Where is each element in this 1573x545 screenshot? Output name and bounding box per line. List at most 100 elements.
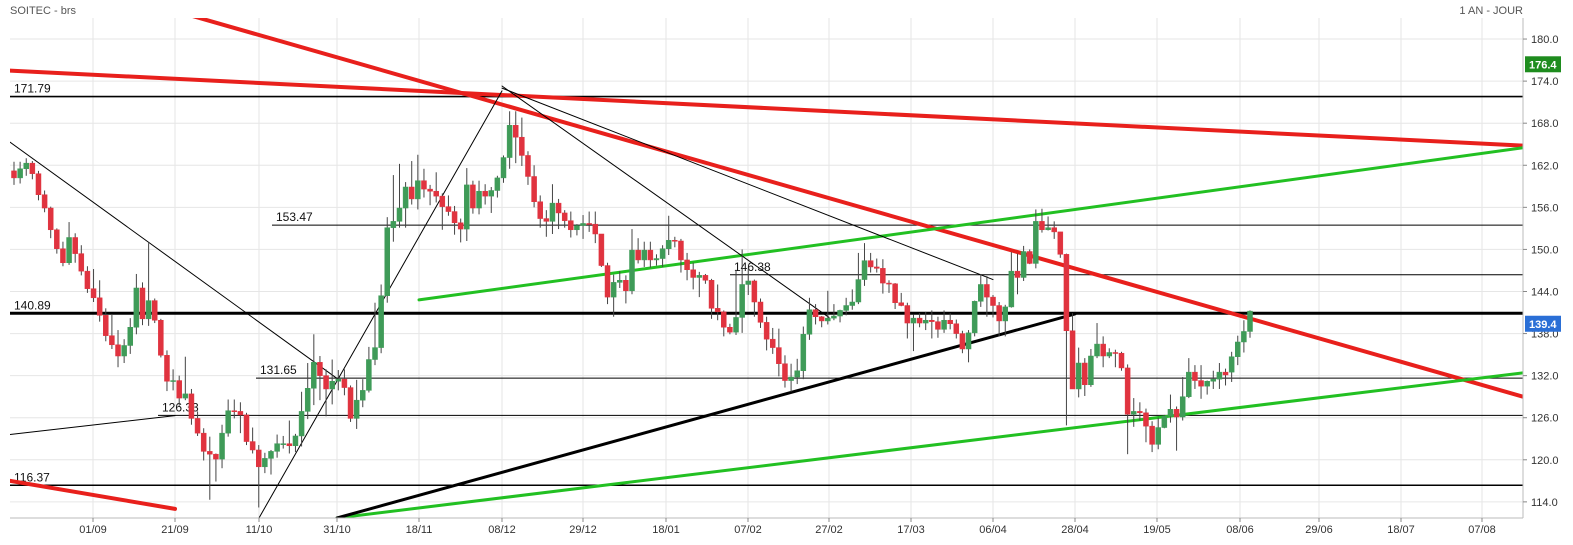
candlestick	[1130, 398, 1137, 427]
candle-body	[506, 125, 513, 158]
candlestick	[335, 370, 342, 391]
candlestick	[1106, 348, 1113, 359]
candle-body	[158, 319, 164, 356]
candle-body	[317, 362, 323, 376]
candlestick	[323, 369, 329, 417]
candle-body	[1039, 221, 1045, 231]
candlestick	[366, 346, 372, 393]
candlestick	[176, 375, 182, 406]
candle-body	[1173, 409, 1180, 418]
candlestick	[818, 316, 825, 328]
candle-body	[347, 387, 354, 419]
candle-body	[145, 300, 152, 320]
y-tick-label: 180.0	[1531, 34, 1559, 46]
candlestick	[653, 254, 660, 266]
x-tick-label: 31/10	[323, 524, 351, 536]
candlestick	[721, 310, 727, 337]
y-tick-label: 126.0	[1531, 413, 1559, 425]
candlestick	[825, 290, 831, 325]
candlestick	[298, 391, 305, 447]
price-badge	[1525, 56, 1561, 73]
candlestick	[445, 195, 452, 216]
candle-body	[751, 280, 758, 303]
trendline[interactable]	[10, 415, 176, 436]
candle-body	[1143, 412, 1149, 427]
y-tick-label: 156.0	[1531, 202, 1559, 214]
candle-body	[1057, 231, 1064, 255]
candlestick	[268, 449, 274, 475]
candlestick	[965, 330, 972, 363]
trendline[interactable]	[175, 11, 1523, 399]
candlestick	[519, 117, 525, 166]
candlestick	[506, 111, 513, 169]
trendline[interactable]	[335, 371, 1523, 518]
candlestick	[941, 310, 947, 333]
candle-body	[776, 347, 782, 364]
candle-body	[1155, 427, 1161, 445]
x-tick-label: 08/06	[1226, 524, 1254, 536]
candle-body	[965, 332, 972, 350]
candlestick	[127, 318, 134, 354]
candlestick	[464, 168, 470, 242]
trendline[interactable]	[10, 141, 338, 379]
candlestick	[494, 175, 501, 198]
trendline[interactable]	[501, 87, 994, 281]
trendline[interactable]	[335, 312, 1077, 518]
candlestick	[751, 279, 758, 317]
candle-body	[1020, 251, 1027, 278]
grid-lines	[10, 18, 1523, 518]
trendline[interactable]	[10, 478, 177, 511]
candle-body	[769, 338, 776, 348]
candle-body	[1088, 355, 1094, 386]
candle-body	[1179, 396, 1186, 418]
candle-body	[916, 317, 923, 324]
candlestick	[586, 211, 592, 232]
candlestick	[121, 339, 127, 364]
candle-body	[531, 176, 537, 202]
candlestick	[378, 284, 384, 354]
candlestick	[1241, 320, 1247, 353]
candle-body	[794, 370, 800, 378]
candlestick	[1051, 221, 1057, 239]
candlestick	[286, 420, 293, 454]
candlestick	[574, 224, 580, 236]
candlestick	[623, 275, 629, 304]
x-tick-label: 18/07	[1387, 524, 1415, 536]
candlestick	[684, 252, 690, 281]
trendline[interactable]	[417, 146, 1523, 302]
candlestick	[433, 172, 439, 203]
candle-body	[1026, 251, 1033, 264]
candlestick	[1124, 364, 1131, 455]
candlestick	[727, 323, 733, 335]
y-tick-label: 114.0	[1531, 497, 1558, 509]
candle-body	[702, 275, 709, 281]
x-tick-label: 19/05	[1143, 524, 1171, 536]
candle-body	[525, 155, 531, 177]
trendline[interactable]	[501, 85, 830, 318]
candle-body	[678, 240, 684, 261]
trendline[interactable]	[10, 68, 1523, 148]
candlestick	[280, 435, 286, 449]
candle-body	[256, 449, 262, 468]
candlestick	[115, 330, 121, 368]
candle-body	[1008, 270, 1015, 308]
candlestick	[84, 266, 91, 293]
candlestick	[133, 273, 140, 335]
candlestick	[1033, 209, 1039, 269]
candle-body	[488, 190, 495, 197]
candle-body	[78, 253, 85, 272]
x-tick-label: 06/04	[979, 524, 1007, 536]
candle-body	[182, 393, 189, 399]
candle-body	[971, 301, 978, 334]
candlestick	[103, 308, 109, 342]
x-tick-label: 18/11	[406, 524, 433, 536]
candle-body	[782, 363, 788, 381]
candlestick	[512, 111, 519, 164]
candlestick	[188, 388, 195, 425]
candlestick	[1228, 351, 1235, 382]
candlestick	[1026, 249, 1033, 265]
candlestick	[11, 161, 17, 185]
candle-body	[1149, 425, 1155, 445]
